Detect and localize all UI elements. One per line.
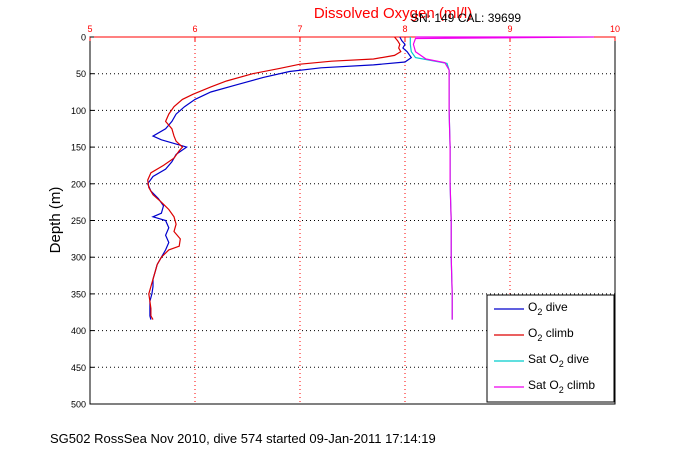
- legend-box: [486, 294, 615, 403]
- legend-label-sat-o2-dive: Sat O2 dive: [528, 352, 589, 369]
- x-tick-label: 10: [610, 24, 620, 34]
- y-tick-label: 50: [76, 69, 86, 79]
- y-tick-label: 200: [71, 179, 86, 189]
- y-tick-label: 0: [81, 33, 86, 43]
- x-tick-label: 5: [87, 24, 92, 34]
- series-line-o2-climb: [147, 36, 402, 320]
- series-lines: [147, 36, 595, 320]
- y-tick-label: 300: [71, 253, 86, 263]
- legend-label-o2-climb: O2 climb: [528, 326, 574, 343]
- caption: SG502 RossSea Nov 2010, dive 574 started…: [50, 431, 436, 446]
- y-tick-label: 150: [71, 143, 86, 153]
- plot-area: 5 6 7 8 9 10 0 50 100 150 200 250 300 350 400 450 500: [71, 24, 620, 410]
- y-tick-label: 500: [71, 400, 86, 410]
- legend-label-sat-o2-climb: Sat O2 climb: [528, 378, 595, 395]
- chart-title: Dissolved Oxygen (ml/l): [314, 5, 472, 22]
- y-axis-label: Depth (m): [47, 187, 64, 254]
- x-tick-label: 9: [507, 24, 512, 34]
- y-tick-label: 400: [71, 326, 86, 336]
- x-axis-ticks: 5 6 7 8 9 10: [87, 24, 620, 41]
- y-tick-label: 450: [71, 363, 86, 373]
- legend-label-o2-dive: O2 dive: [528, 300, 568, 317]
- x-tick-label: 8: [402, 24, 407, 34]
- y-axis-ticks: 0 50 100 150 200 250 300 350 400 450 500: [71, 33, 94, 410]
- series-line-sat-o2-climb: [412, 36, 595, 320]
- sensor-label: SN: 149 CAL: 39699: [411, 11, 521, 25]
- x-tick-label: 7: [297, 24, 302, 34]
- y-tick-label: 100: [71, 106, 86, 116]
- y-tick-label: 350: [71, 289, 86, 299]
- y-tick-label: 250: [71, 216, 86, 226]
- legend: O2 dive O2 climb Sat O2 dive Sat O2 climb: [486, 294, 615, 403]
- x-tick-label: 6: [192, 24, 197, 34]
